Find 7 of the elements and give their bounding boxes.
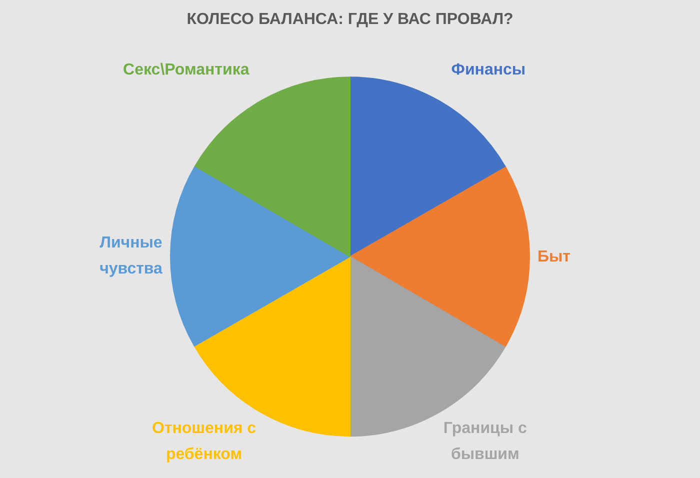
slice-label: Быт bbox=[538, 248, 571, 266]
slice-label: Отношения с ребёнком bbox=[152, 420, 256, 463]
slice-label: Границы с бывшим bbox=[443, 420, 527, 464]
slice-label: Личные чувства bbox=[100, 234, 163, 278]
chart-title: КОЛЕСО БАЛАНСА: ГДЕ У ВАС ПРОВАЛ? bbox=[186, 11, 514, 28]
slice-label: Секс\Романтика bbox=[123, 61, 250, 78]
slice-label: Финансы bbox=[451, 62, 526, 79]
